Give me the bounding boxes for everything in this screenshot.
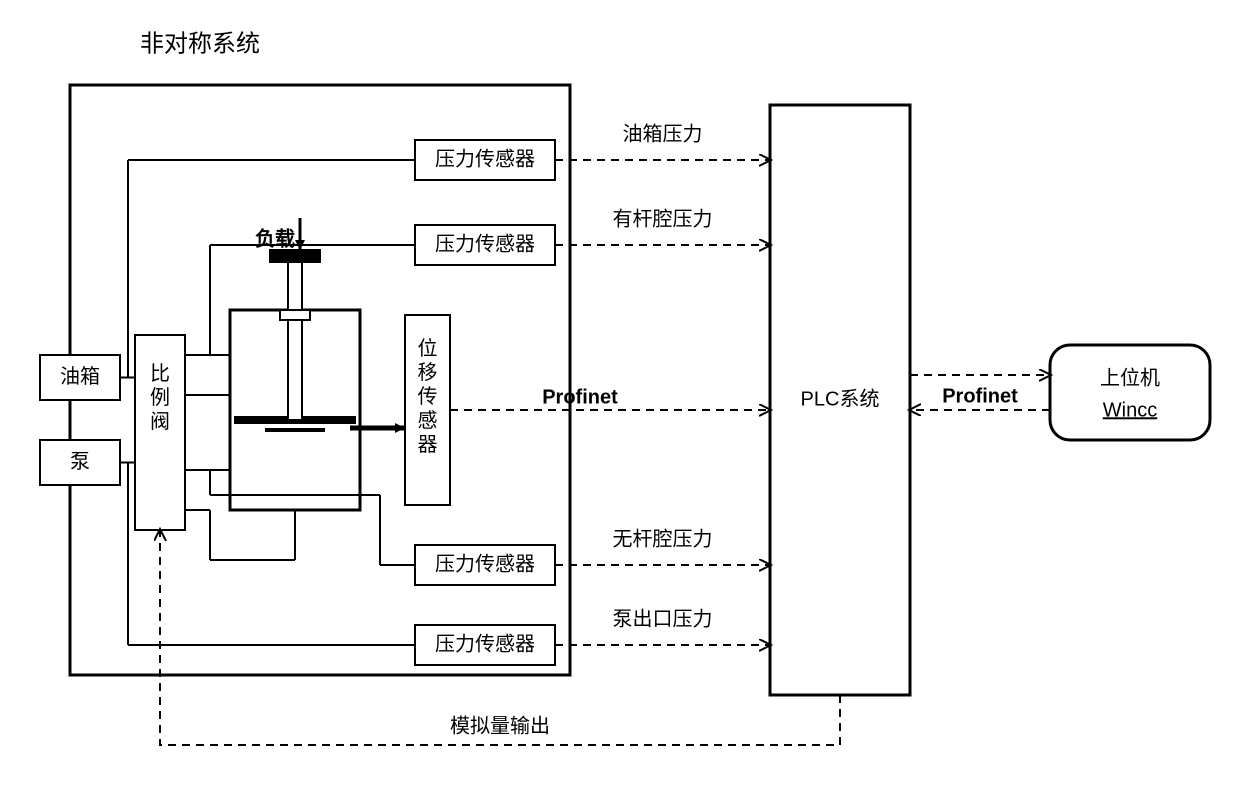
load-label: 负载 [255,226,295,250]
signal-profinet2-label: Profinet [942,385,1018,407]
cylinder-rod [288,250,302,420]
system-title: 非对称系统 [140,30,260,57]
signal-pumpout-pressure-label: 泵出口压力 [613,607,713,630]
signal-profinet-label: Profinet [542,386,618,408]
host-box [1050,345,1210,440]
signal-analog-output-label: 模拟量输出 [450,714,550,737]
proportional-valve-label: 比例阀 [150,362,170,433]
pump-label: 泵 [70,451,90,473]
signal-rodless-pressure-label: 无杆腔压力 [613,527,713,550]
pressure-sensor-3-label: 压力传感器 [435,552,535,575]
plc-label: PLC系统 [801,387,880,410]
signal-rod-pressure-label: 有杆腔压力 [613,207,713,230]
signal-tank-pressure-label: 油箱压力 [623,122,703,145]
pressure-sensor-2-label: 压力传感器 [435,232,535,255]
oil-tank-label: 油箱 [60,365,100,388]
host-wincc-label: Wincc [1103,399,1157,421]
pressure-sensor-1-label: 压力传感器 [435,147,535,170]
pressure-sensor-4-label: 压力传感器 [435,632,535,655]
displacement-sensor-label: 位移传感器 [418,337,438,456]
host-label: 上位机 [1100,366,1160,389]
